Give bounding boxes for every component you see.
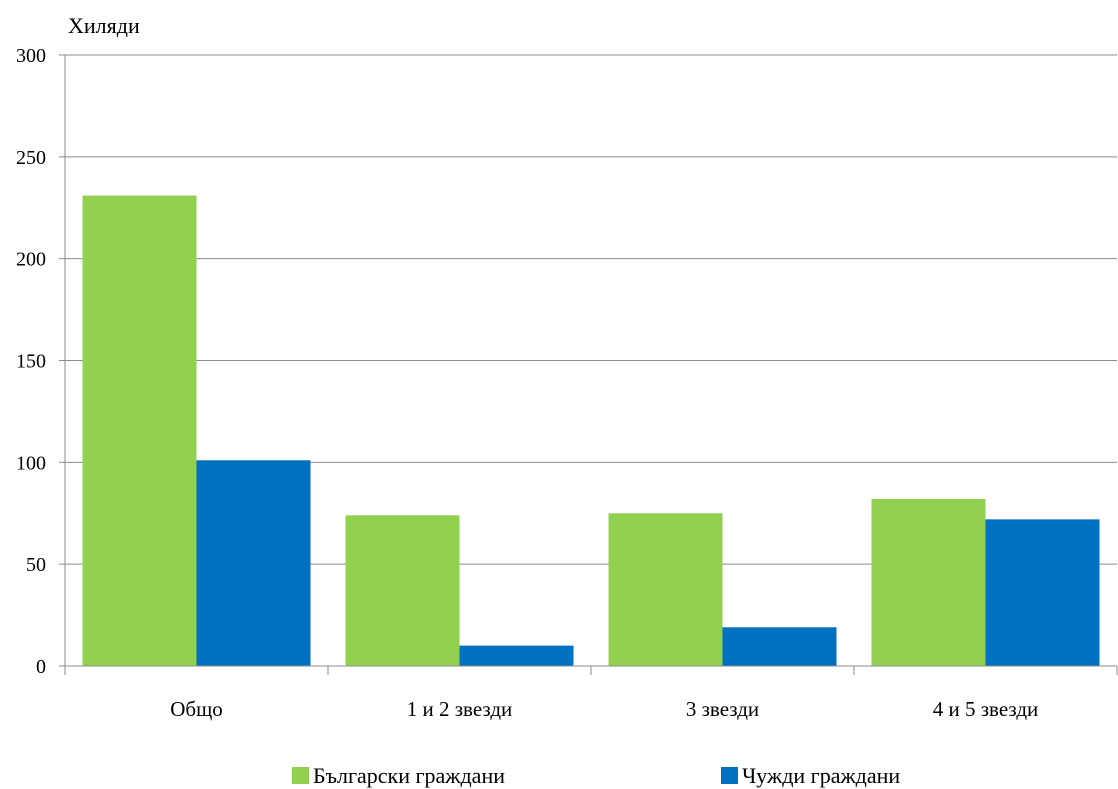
bar-bulgarian-1 (345, 515, 460, 666)
x-axis: Общо 1 и 2 звезди 3 звезди 4 и 5 звезди (64, 665, 1118, 721)
bar-bulgarian-0 (82, 195, 197, 666)
y-tick-label: 250 (16, 147, 46, 169)
y-axis-ticks: 0 50 100 150 200 250 300 (16, 45, 66, 678)
y-tick-label: 100 (16, 452, 46, 474)
y-axis-label: Хиляди (68, 13, 140, 38)
legend-swatch (292, 767, 309, 784)
bar-foreign-2 (722, 627, 837, 666)
bar-foreign-3 (985, 519, 1100, 666)
bar-foreign-0 (196, 460, 311, 666)
legend-label: Чужди граждани (742, 763, 900, 788)
x-tick-label: 1 и 2 звезди (407, 697, 513, 721)
legend: Български граждани Чужди граждани (292, 763, 900, 788)
legend-swatch (721, 767, 738, 784)
bar-bulgarian-3 (871, 498, 986, 666)
x-tick-label: 4 и 5 звезди (933, 697, 1039, 721)
y-tick-label: 300 (16, 45, 46, 67)
y-tick-label: 150 (16, 351, 46, 373)
bars (82, 195, 1100, 666)
bar-foreign-1 (459, 645, 574, 666)
y-tick-label: 0 (36, 656, 46, 678)
y-tick-label: 50 (26, 554, 46, 576)
y-tick-label: 200 (16, 249, 46, 271)
x-tick-label: 3 звезди (686, 697, 759, 721)
legend-label: Български граждани (313, 763, 505, 788)
bar-bulgarian-2 (608, 513, 723, 666)
x-tick-label: Общо (170, 697, 223, 721)
